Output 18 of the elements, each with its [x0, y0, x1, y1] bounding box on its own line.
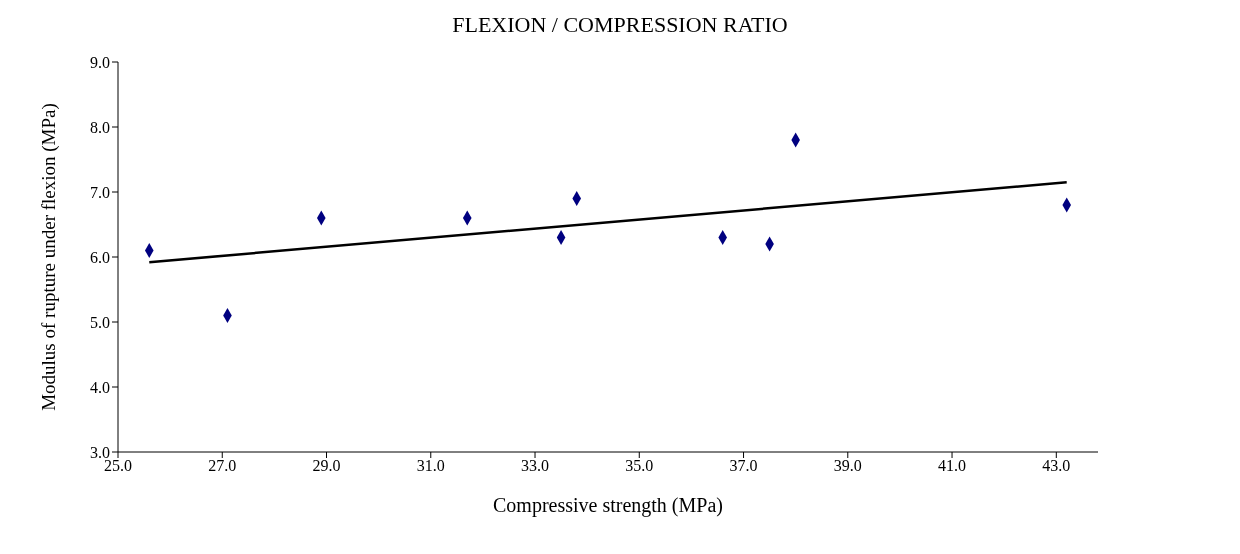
- y-tick-label: 5.0: [90, 313, 110, 331]
- x-axis-title: Compressive strength (MPa): [493, 494, 723, 517]
- chart-title: FLEXION / COMPRESSION RATIO: [451, 12, 789, 39]
- x-tick-label: 37.0: [729, 457, 758, 475]
- y-tick-label: 6.0: [90, 248, 110, 266]
- x-tick-label: 41.0: [938, 457, 967, 475]
- y-axis-title: Modulus of rupture under flexion (MPa): [37, 103, 60, 411]
- x-tick-label: 33.0: [521, 457, 550, 475]
- x-tick-label: 31.0: [416, 457, 445, 475]
- x-tick-label: 29.0: [312, 457, 341, 475]
- y-tick-label: 7.0: [90, 183, 110, 201]
- x-tick-label: 27.0: [208, 457, 237, 475]
- x-tick-label: 39.0: [833, 457, 862, 475]
- y-tick-label: 8.0: [90, 118, 110, 136]
- y-tick-label: 9.0: [90, 53, 110, 71]
- y-tick-label: 4.0: [90, 378, 110, 396]
- x-tick-label: 35.0: [625, 457, 654, 475]
- x-tick-label: 43.0: [1042, 457, 1071, 475]
